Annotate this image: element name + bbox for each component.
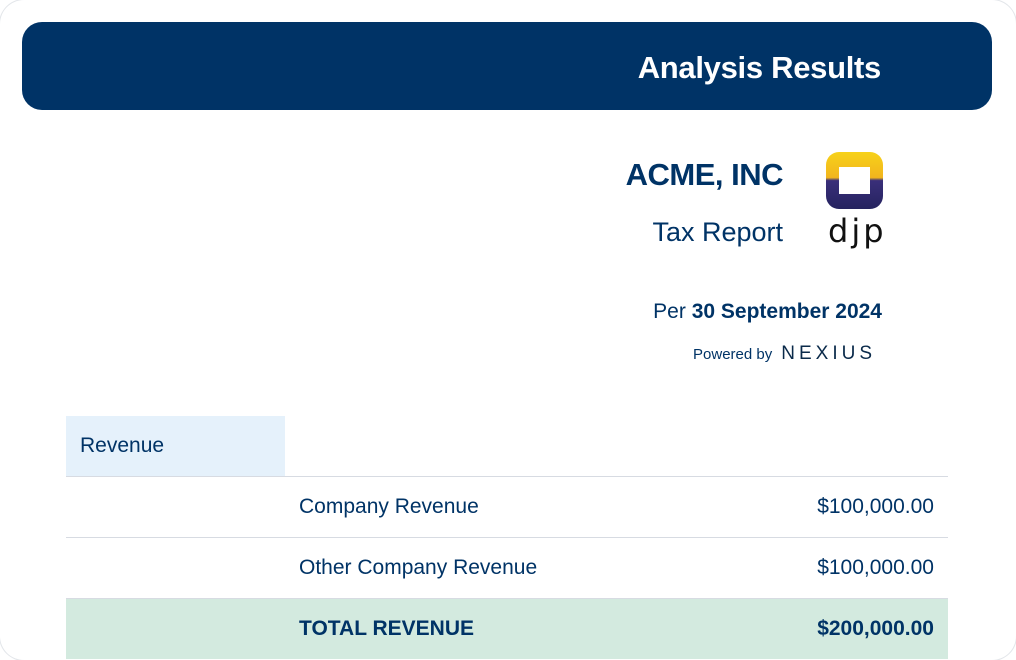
page-title: Analysis Results xyxy=(637,50,882,85)
table-row: Company Revenue $100,000.00 xyxy=(66,477,948,538)
djp-logo-icon xyxy=(826,152,883,209)
company-name: ACME, INC xyxy=(625,157,784,192)
powered-by-label: Powered by xyxy=(693,345,773,363)
powered-by: Powered by NEXIUS xyxy=(693,343,876,365)
row-label: Other Company Revenue xyxy=(299,556,538,579)
header-bar: Analysis Results xyxy=(22,22,992,110)
row-label: Company Revenue xyxy=(299,495,479,518)
nexius-logo: NEXIUS xyxy=(781,343,876,364)
revenue-table: Revenue Company Revenue $100,000.00 Othe… xyxy=(66,416,948,659)
total-value: $200,000.00 xyxy=(817,617,934,640)
section-header-row: Revenue xyxy=(66,416,948,477)
report-subtitle: Tax Report xyxy=(652,217,783,247)
period-prefix: Per xyxy=(653,300,686,323)
djp-logo-text: djp xyxy=(828,212,887,250)
row-value: $100,000.00 xyxy=(817,495,934,518)
row-value: $100,000.00 xyxy=(817,556,934,579)
table-row: Other Company Revenue $100,000.00 xyxy=(66,538,948,599)
period-date: 30 September 2024 xyxy=(691,300,882,323)
total-row: TOTAL REVENUE $200,000.00 xyxy=(66,599,948,659)
report-period: Per 30 September 2024 xyxy=(653,300,882,324)
section-label: Revenue xyxy=(66,416,285,476)
total-label: TOTAL REVENUE xyxy=(299,617,475,640)
